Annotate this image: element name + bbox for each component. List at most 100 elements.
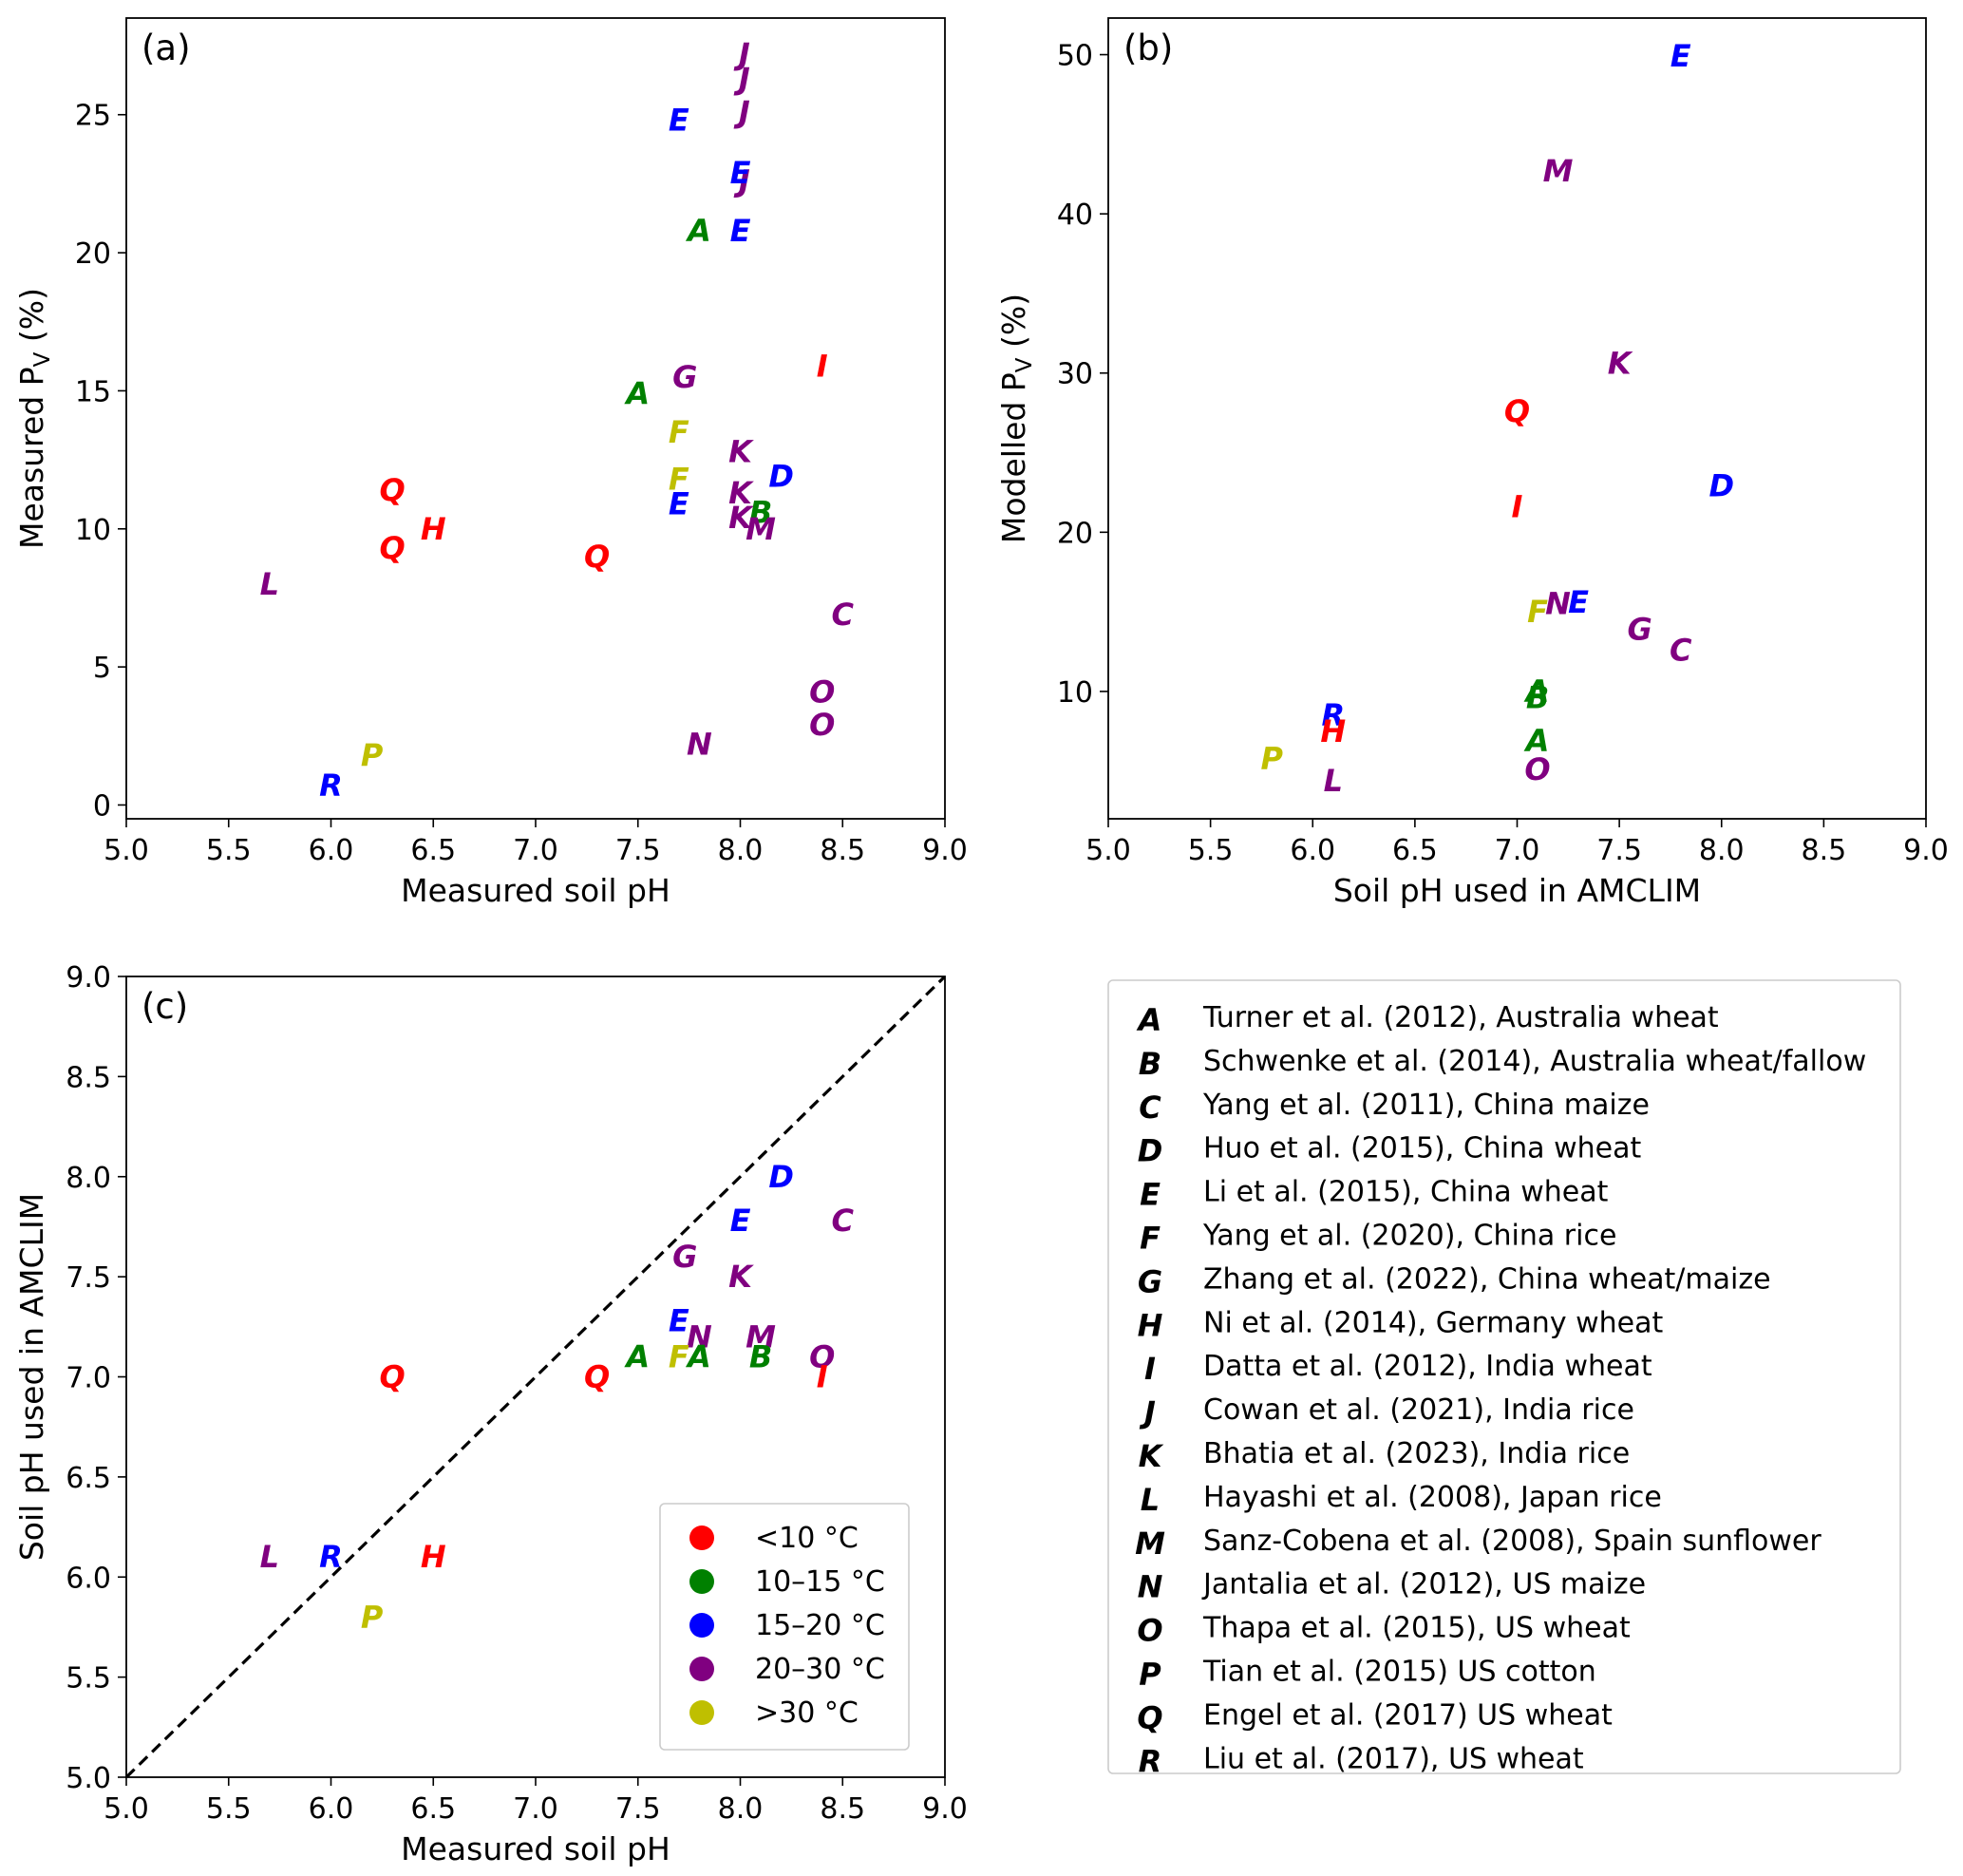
marker-M: M xyxy=(746,1318,776,1355)
marker-E: E xyxy=(1670,38,1691,74)
study-entry-N: Jantalia et al. (2012), US maize xyxy=(1201,1568,1646,1601)
study-entry-D: Huo et al. (2015), China wheat xyxy=(1203,1132,1641,1165)
study-entry-O: Thapa et al. (2015), US wheat xyxy=(1202,1612,1631,1645)
panel-label: (a) xyxy=(142,28,191,68)
marker-M: M xyxy=(746,511,776,547)
marker-Q: Q xyxy=(380,472,406,508)
marker-L: L xyxy=(1324,763,1343,799)
y-tick-label: 0 xyxy=(93,789,111,823)
one-to-one-line xyxy=(126,976,945,1777)
study-entry-C: Yang et al. (2011), China maize xyxy=(1202,1089,1650,1122)
x-axis-label: Measured soil pH xyxy=(401,1830,670,1867)
legend-dot-lt10 xyxy=(689,1525,714,1550)
marker-A: A xyxy=(1523,723,1550,759)
study-entry-E: Li et al. (2015), China wheat xyxy=(1203,1176,1609,1209)
y-tick-label: 25 xyxy=(75,100,111,133)
marker-E: E xyxy=(669,1302,689,1338)
marker-L: L xyxy=(260,566,279,602)
marker-A: A xyxy=(623,1338,650,1374)
study-entry-K: Bhatia et al. (2023), India rice xyxy=(1203,1437,1630,1470)
marker-C: C xyxy=(1670,632,1692,668)
marker-O: O xyxy=(809,707,835,743)
marker-O: O xyxy=(809,673,835,710)
x-axis-label: Soil pH used in AMCLIM xyxy=(1333,872,1701,909)
x-axis-label: Measured soil pH xyxy=(401,872,670,909)
panel-label: (c) xyxy=(142,986,188,1027)
marker-E: E xyxy=(1568,584,1589,620)
marker-O: O xyxy=(1524,751,1550,787)
panel-label: (b) xyxy=(1123,28,1173,68)
study-legend-box xyxy=(1107,979,1901,1774)
study-letter-R: R xyxy=(1139,1743,1162,1779)
legend-label-gt30: >30 °C xyxy=(755,1696,859,1730)
y-tick-label: 7.0 xyxy=(66,1362,111,1395)
study-letter-G: G xyxy=(1138,1263,1162,1299)
marker-K: K xyxy=(1608,346,1633,382)
marker-R: R xyxy=(319,767,343,804)
study-letter-C: C xyxy=(1139,1090,1161,1126)
y-tick-label: 30 xyxy=(1057,358,1093,391)
x-tick-label: 5.0 xyxy=(104,834,149,867)
y-tick-label: 8.0 xyxy=(66,1162,111,1195)
study-letter-A: A xyxy=(1136,1002,1162,1038)
x-tick-label: 8.0 xyxy=(718,1792,764,1826)
x-tick-label: 7.5 xyxy=(1596,834,1642,867)
legend-dot-gt30 xyxy=(689,1700,714,1725)
study-entry-A: Turner et al. (2012), Australia wheat xyxy=(1202,1001,1719,1034)
study-letter-Q: Q xyxy=(1137,1699,1162,1735)
marker-H: H xyxy=(421,1539,446,1575)
x-tick-label: 6.5 xyxy=(410,1792,456,1826)
x-tick-label: 5.5 xyxy=(206,1792,252,1826)
axes-frame xyxy=(125,17,946,820)
y-tick-label: 20 xyxy=(1057,517,1093,550)
x-tick-label: 8.5 xyxy=(820,1792,865,1826)
y-tick-label: 40 xyxy=(1057,199,1093,232)
marker-E: E xyxy=(730,155,751,191)
study-letter-D: D xyxy=(1138,1133,1163,1169)
x-tick-label: 5.0 xyxy=(104,1792,149,1826)
marker-D: D xyxy=(1708,468,1734,504)
axes-frame xyxy=(125,976,946,1778)
legend-dot-20to30 xyxy=(689,1657,714,1681)
marker-F: F xyxy=(669,1338,689,1374)
y-tick-label: 5.0 xyxy=(66,1762,111,1795)
x-tick-label: 8.0 xyxy=(718,834,764,867)
x-tick-label: 8.5 xyxy=(820,834,865,867)
study-letter-E: E xyxy=(1140,1177,1161,1213)
x-tick-label: 7.5 xyxy=(615,834,661,867)
y-tick-label: 5.5 xyxy=(66,1662,111,1696)
marker-I: I xyxy=(1512,489,1523,525)
study-entry-B: Schwenke et al. (2014), Australia wheat/… xyxy=(1203,1045,1866,1078)
x-tick-label: 8.5 xyxy=(1802,834,1847,867)
x-tick-label: 7.5 xyxy=(615,1792,661,1826)
y-tick-label: 6.0 xyxy=(66,1562,111,1595)
panel-a: 5.0 5.5 6.0 6.5 7.0 7.5 8.0 8.5 9.0 0 5 10 15 20 25 Mea… xyxy=(13,17,968,909)
study-entry-H: Ni et al. (2014), Germany wheat xyxy=(1203,1306,1664,1339)
marker-Q: Q xyxy=(584,1359,610,1395)
y-tick-label: 8.5 xyxy=(66,1061,111,1094)
legend-label-20to30: 20–30 °C xyxy=(755,1653,885,1686)
y-axis-label: Soil pH used in AMCLIM xyxy=(13,1193,50,1561)
y-tick-label: 7.5 xyxy=(66,1261,111,1295)
marker-F: F xyxy=(669,461,689,497)
x-tick-label: 8.0 xyxy=(1699,834,1745,867)
y-tick-label: 10 xyxy=(1057,676,1093,710)
marker-F: F xyxy=(1527,594,1548,630)
marker-N: N xyxy=(687,1318,712,1355)
marker-H: H xyxy=(1320,713,1346,749)
y-tick-label: 50 xyxy=(1057,40,1093,73)
study-entry-J: Cowan et al. (2021), India rice xyxy=(1203,1393,1634,1427)
x-tick-label: 6.0 xyxy=(309,1792,354,1826)
marker-K: K xyxy=(728,433,754,469)
y-tick-label: 9.0 xyxy=(66,961,111,995)
x-tick-label: 9.0 xyxy=(922,1792,968,1826)
marker-K: K xyxy=(728,500,754,536)
y-tick-label: 20 xyxy=(75,237,111,271)
marker-O: O xyxy=(809,1338,835,1374)
marker-K: K xyxy=(728,1259,754,1295)
marker-C: C xyxy=(832,597,855,633)
marker-A: A xyxy=(623,375,650,411)
temperature-legend xyxy=(659,1503,910,1751)
study-letter-F: F xyxy=(1140,1221,1161,1257)
